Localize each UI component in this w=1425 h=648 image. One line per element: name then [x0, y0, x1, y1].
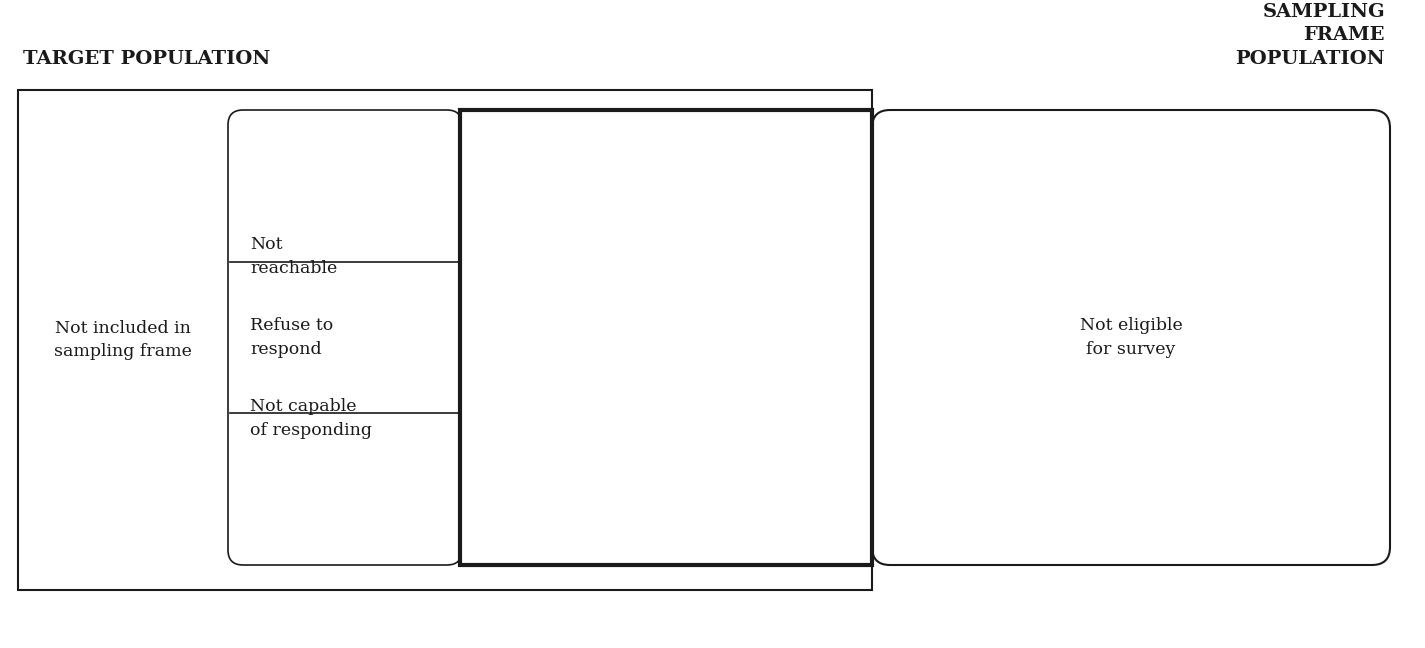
Text: Not eligible
for survey: Not eligible for survey: [1080, 318, 1183, 358]
Text: Refuse to
respond: Refuse to respond: [249, 318, 333, 358]
Text: SAMPLING
FRAME
POPULATION: SAMPLING FRAME POPULATION: [1235, 3, 1385, 68]
FancyBboxPatch shape: [872, 110, 1389, 565]
Text: TARGET POPULATION: TARGET POPULATION: [23, 50, 271, 68]
Bar: [460, 110, 872, 565]
FancyBboxPatch shape: [228, 110, 462, 565]
Text: Not
reachable: Not reachable: [249, 237, 338, 277]
Bar: [19, 90, 872, 590]
Text: Not included in
sampling frame: Not included in sampling frame: [54, 319, 192, 360]
Text: Not capable
of responding: Not capable of responding: [249, 398, 372, 439]
Text: SAMPLED
POPULATION: SAMPLED POPULATION: [589, 314, 744, 362]
